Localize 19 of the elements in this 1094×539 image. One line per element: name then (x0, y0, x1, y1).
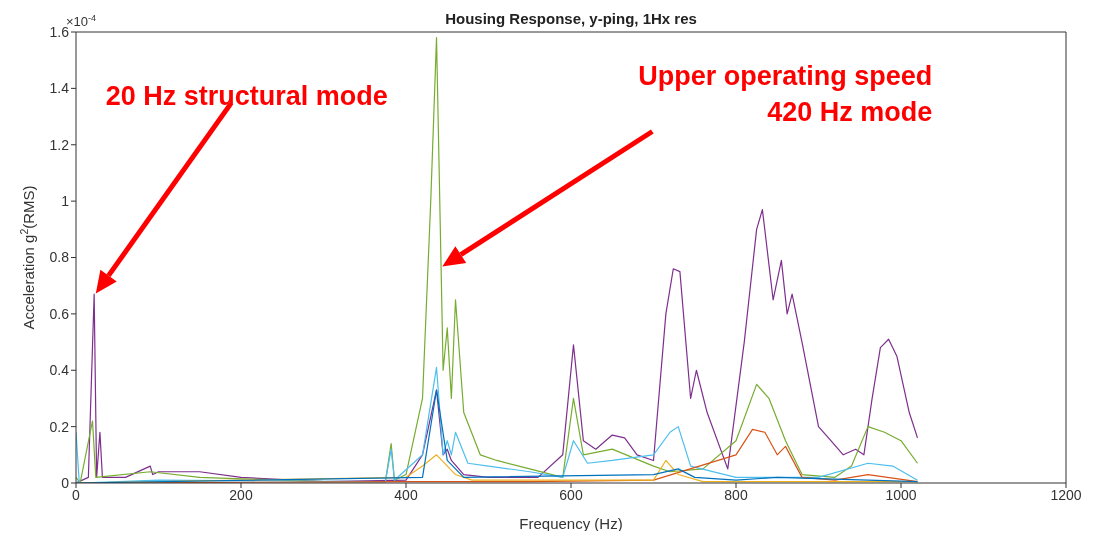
x-tick-label: 0 (72, 486, 81, 503)
text: ×10$^{-4}$ (66, 13, 97, 29)
x-tick-label: 600 (559, 486, 583, 503)
x-tick-label: 1000 (885, 486, 917, 503)
y-tick-label: 1.2 (49, 136, 70, 153)
x-tick-label: 800 (724, 486, 748, 503)
x-tick-label: 1200 (1050, 486, 1082, 503)
y-tick-label: 0.4 (49, 362, 70, 379)
y-tick-label: 0.2 (49, 418, 70, 435)
y-tick-label: 0.6 (49, 305, 70, 322)
y-tick-label: 0.8 (49, 249, 70, 266)
annotation: 20 Hz structural mode (105, 81, 388, 111)
chart-title: Housing Response, y-ping, 1Hx res (445, 10, 697, 27)
y-tick-label: 1 (61, 193, 70, 210)
y-tick-label: 0 (61, 474, 70, 491)
annotation: Upper operating speed 420 Hz mode (638, 61, 933, 127)
y-tick-label: 1.4 (49, 80, 70, 97)
x-tick-label: 400 (394, 486, 418, 503)
x-tick-label: 200 (229, 486, 253, 503)
